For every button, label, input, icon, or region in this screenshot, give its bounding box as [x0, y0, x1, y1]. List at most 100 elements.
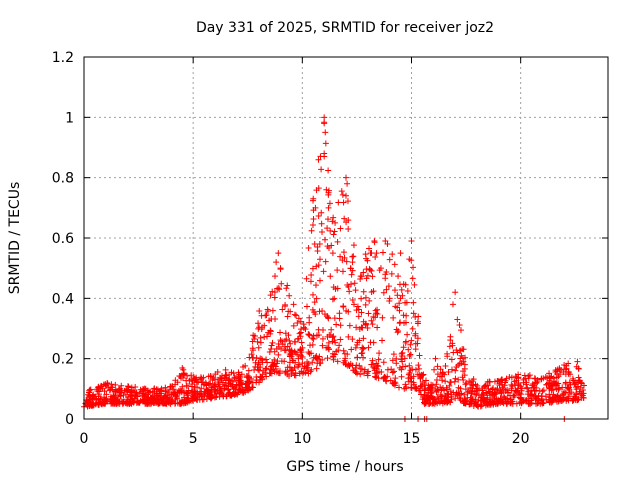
data-point — [363, 320, 370, 327]
data-point — [250, 354, 257, 361]
data-point — [543, 381, 550, 388]
data-point — [358, 295, 365, 302]
data-point — [184, 372, 191, 379]
data-point — [557, 395, 564, 402]
data-point — [115, 386, 122, 393]
data-point — [325, 167, 332, 174]
data-point — [402, 299, 409, 306]
data-point — [315, 213, 322, 220]
data-point — [312, 311, 319, 318]
data-point — [419, 379, 426, 386]
data-point — [352, 368, 359, 375]
data-point — [287, 308, 294, 315]
data-point — [343, 258, 350, 265]
data-point — [357, 371, 364, 378]
data-point — [551, 394, 558, 401]
data-point — [223, 393, 230, 400]
data-point — [462, 386, 469, 393]
data-point — [575, 396, 582, 403]
data-point — [360, 288, 367, 295]
data-point — [349, 336, 356, 343]
data-point — [512, 382, 519, 389]
data-point — [265, 308, 272, 315]
data-point — [577, 379, 584, 386]
data-point — [456, 360, 463, 367]
data-point — [268, 345, 275, 352]
data-point — [392, 375, 399, 382]
data-point — [568, 389, 575, 396]
data-point — [390, 314, 397, 321]
data-point — [378, 369, 385, 376]
data-point — [391, 287, 398, 294]
data-point — [259, 359, 266, 366]
data-point — [263, 356, 270, 363]
data-point — [177, 400, 184, 407]
data-point — [546, 375, 553, 382]
data-point — [318, 166, 325, 173]
data-point — [183, 389, 190, 396]
data-point — [277, 329, 284, 336]
data-point — [375, 356, 382, 363]
data-point — [407, 351, 414, 358]
data-points — [81, 114, 587, 422]
data-point — [352, 287, 359, 294]
data-point — [151, 391, 158, 398]
data-point — [468, 390, 475, 397]
data-point — [335, 199, 342, 206]
x-tick-label: 20 — [512, 431, 530, 447]
data-point — [340, 347, 347, 354]
data-point — [294, 351, 301, 358]
data-point — [556, 385, 563, 392]
data-point — [101, 388, 108, 395]
data-point — [268, 363, 275, 370]
data-point — [268, 342, 275, 349]
data-point — [463, 380, 470, 387]
y-axis-label: SRMTID / TECUs — [7, 182, 23, 295]
data-point — [273, 360, 280, 367]
data-point — [334, 267, 341, 274]
data-point — [478, 402, 485, 409]
data-point — [290, 322, 297, 329]
data-point — [356, 362, 363, 369]
data-point — [281, 358, 288, 365]
data-point — [401, 385, 408, 392]
data-point — [326, 346, 333, 353]
data-point — [428, 389, 435, 396]
data-point — [500, 393, 507, 400]
data-point — [320, 268, 327, 275]
data-point — [309, 221, 316, 228]
data-point — [518, 399, 525, 406]
data-point — [284, 282, 291, 289]
data-point — [217, 385, 224, 392]
data-point — [344, 180, 351, 187]
data-point — [317, 256, 323, 263]
data-point — [322, 258, 329, 265]
x-tick-label: 5 — [189, 431, 198, 447]
data-point — [431, 366, 438, 373]
data-point — [310, 215, 317, 222]
data-point — [411, 281, 418, 288]
data-point — [308, 350, 315, 357]
data-point — [361, 370, 368, 377]
data-point — [271, 294, 278, 301]
data-point — [271, 356, 278, 363]
data-point — [364, 257, 371, 264]
data-point — [318, 228, 325, 235]
data-point — [183, 382, 190, 389]
data-point — [502, 379, 509, 386]
data-point — [376, 350, 383, 357]
data-point — [418, 383, 425, 390]
data-point — [292, 339, 299, 346]
data-point — [209, 377, 216, 384]
data-point — [393, 326, 400, 333]
data-point — [329, 250, 336, 257]
data-point — [374, 306, 381, 313]
data-point — [506, 373, 513, 380]
data-point — [395, 273, 402, 280]
data-point — [343, 361, 350, 368]
data-point — [415, 313, 422, 320]
data-point — [416, 365, 423, 372]
data-point — [267, 292, 274, 299]
data-point — [197, 374, 204, 381]
